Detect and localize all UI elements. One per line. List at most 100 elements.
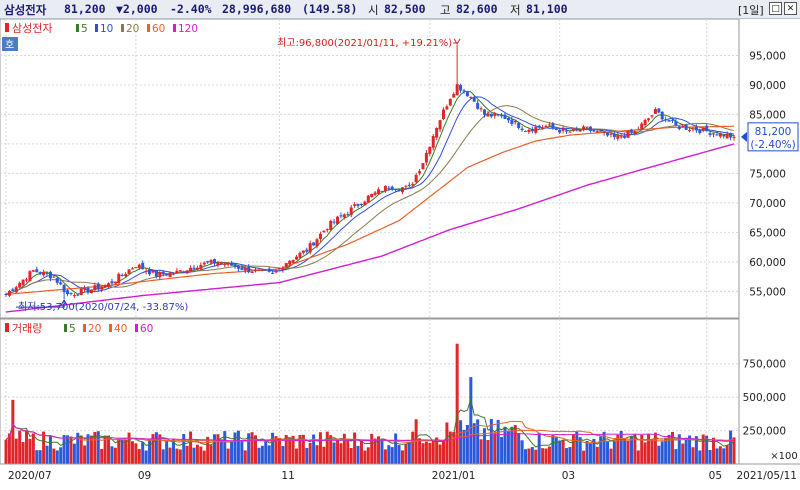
close-icon[interactable]: ✕ — [784, 2, 797, 15]
volume-bar — [305, 447, 309, 464]
volume-bar — [315, 445, 319, 464]
candle-body — [592, 130, 596, 132]
volume-bar — [718, 446, 722, 464]
restore-icon[interactable]: □ — [769, 2, 782, 15]
candle-body — [366, 195, 370, 203]
volume-bar — [479, 439, 483, 464]
volume-bar — [284, 434, 288, 464]
price-tick-label: 65,000 — [749, 227, 786, 239]
volume-bar — [424, 441, 428, 464]
chart-svg[interactable]: 95,00090,00085,00080,00075,00070,00065,0… — [0, 18, 800, 487]
chart-area[interactable]: 95,00090,00085,00080,00075,00070,00065,0… — [0, 18, 800, 487]
candle-body — [571, 128, 575, 131]
candle-body — [69, 293, 73, 295]
x-tick-label: 05 — [709, 470, 722, 482]
stock-name[interactable]: 삼성전자 — [4, 3, 47, 17]
volume-bar — [650, 439, 654, 464]
volume-bar — [66, 435, 70, 464]
volume-bar — [233, 432, 237, 464]
candle-body — [722, 135, 726, 137]
candle-body — [298, 252, 302, 258]
volume-legend-marker — [5, 323, 9, 332]
volume-bar — [11, 399, 15, 464]
volume-bar — [223, 431, 227, 464]
volume-bar — [329, 435, 333, 464]
candle-body — [493, 113, 497, 116]
volume-tick-label: 500,000 — [743, 392, 786, 404]
candle-body — [370, 193, 374, 198]
candle-body — [274, 270, 278, 273]
candle-body — [647, 118, 651, 120]
candle-body — [284, 263, 288, 268]
volume-moving-averages — [5, 397, 735, 448]
volume-bar — [356, 445, 360, 464]
candle-body — [4, 294, 8, 296]
candle-body — [435, 127, 439, 138]
candle-body — [318, 233, 322, 239]
volume-bar — [715, 448, 719, 464]
volume-bar — [165, 441, 169, 464]
candle-body — [489, 113, 493, 117]
ma60-line — [5, 125, 735, 295]
volume-bar — [69, 436, 73, 464]
candle-body — [127, 269, 131, 274]
volume-bar — [130, 441, 134, 464]
volume-bar — [729, 430, 733, 464]
candle-body — [305, 249, 309, 252]
volume-bar — [701, 434, 705, 464]
candle-body — [363, 201, 367, 206]
candle-body — [551, 123, 555, 129]
volume-bar — [325, 431, 329, 464]
candle-body — [711, 133, 715, 135]
volume-bar — [633, 434, 637, 464]
candle-body — [168, 272, 172, 277]
volume-bar — [185, 445, 189, 464]
volume-bar — [585, 440, 589, 464]
volume-bar — [171, 438, 175, 464]
candle-body — [250, 271, 254, 273]
hoga-badge[interactable] — [2, 37, 18, 51]
price-legend-item-marker — [121, 24, 124, 32]
price-tick-label: 75,000 — [749, 168, 786, 180]
candle-body — [96, 283, 100, 290]
low-annotation: 최저:53,700(2020/07/24, -33.87%) — [18, 301, 188, 313]
candle-body — [578, 130, 582, 132]
candle-body — [79, 288, 83, 295]
candle-body — [7, 291, 11, 296]
volume-bar — [148, 438, 152, 464]
candle-body — [530, 128, 534, 132]
price-tick-label: 85,000 — [749, 109, 786, 121]
volume-bar — [7, 433, 11, 464]
price-legend-item-marker — [147, 24, 150, 32]
volume-bar — [38, 450, 42, 464]
candle-body — [568, 131, 572, 133]
volume-bar — [554, 437, 558, 464]
candle-body — [329, 220, 333, 230]
candle-body — [356, 203, 360, 206]
candle-body — [527, 129, 531, 133]
x-tick-label: 2021/01 — [432, 470, 476, 482]
volume-legend-title: 거래량 — [12, 322, 42, 335]
volume-bar — [547, 446, 551, 464]
candle-body — [575, 129, 579, 131]
volume-bar — [120, 439, 124, 464]
volume-bar — [698, 450, 702, 464]
candle-body — [513, 120, 517, 123]
volume-bar — [510, 426, 514, 464]
volume-bar — [582, 450, 586, 464]
candle-body — [18, 282, 22, 288]
volume-bar — [725, 445, 729, 464]
volume-bar — [684, 437, 688, 464]
volume-bar — [664, 437, 668, 464]
x-tick-label: 2020/07 — [8, 470, 52, 482]
volume-bar — [240, 441, 244, 464]
hoga-badge-label[interactable]: 호 — [5, 39, 14, 51]
volume-bar — [25, 431, 29, 464]
candle-body — [465, 92, 469, 97]
candle-body — [21, 279, 25, 285]
candle-body — [260, 269, 264, 271]
volume-bar — [623, 438, 627, 464]
period-selector[interactable]: [1일] — [738, 4, 764, 17]
volume-bar — [4, 439, 8, 464]
volume-bar — [472, 423, 476, 464]
